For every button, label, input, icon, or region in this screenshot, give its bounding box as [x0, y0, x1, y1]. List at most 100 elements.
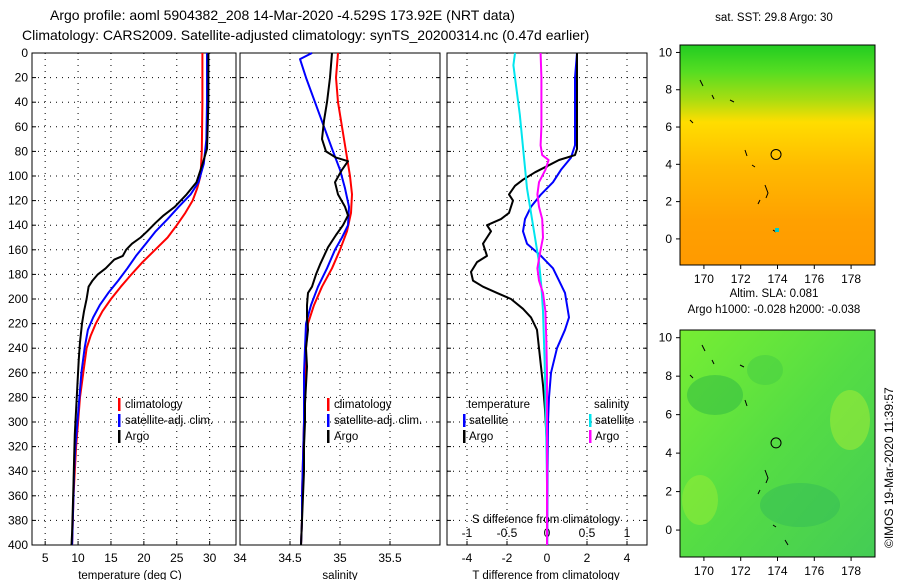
series-line-s-satellite	[512, 52, 548, 545]
x2-tick-label: 0.5	[579, 526, 596, 540]
salinity-xlabel: salinity	[322, 570, 357, 580]
legend-label-climatology: climatology	[334, 399, 392, 411]
x2-tick-label: -0.5	[497, 526, 518, 540]
x2-tick-label: -1	[462, 526, 473, 540]
y-tick-label: 320	[8, 440, 28, 454]
legend-swatch-s-argo	[589, 430, 592, 443]
sst-argo-location-marker	[770, 148, 782, 160]
series-line-s-argo	[536, 52, 550, 545]
map-x-tick-label: 178	[841, 272, 861, 286]
legend-label-satellite: satellite-adj. clim.	[125, 415, 213, 427]
y-tick-label: 0	[21, 46, 28, 60]
legend-swatch-s-satellite	[589, 414, 592, 427]
y-tick-label: 140	[8, 218, 28, 232]
y-tick-label: 300	[8, 415, 28, 429]
legend-swatch-satellite	[327, 414, 330, 427]
salinity-panel: salinity 34 34.5 35 35.5 climatology satell…	[233, 52, 441, 580]
y-tick-label: 380	[8, 513, 28, 527]
sla-blob	[830, 390, 870, 450]
map-x-tick-label: 172	[731, 272, 751, 286]
x-tick-label: 4	[624, 551, 631, 565]
legend-label-s-satellite: satellite	[595, 415, 634, 427]
temperature-panel: temperature (deg C) 0 20 40 60 80 100 120 140 16…	[8, 46, 237, 580]
legend-label-s-argo: Argo	[595, 431, 619, 443]
t-difference-xlabel: T difference from climatology	[472, 570, 619, 580]
sla-map-title-line2: Argo h1000: -0.028 h2000: -0.038	[688, 304, 861, 316]
salinity-legend: climatology satellite-adj. clim. Argo	[327, 398, 422, 443]
map-y-tick-label: 0	[665, 232, 672, 246]
legend-swatch-argo	[118, 430, 121, 443]
series-line-climatology	[300, 52, 353, 546]
legend-swatch-t-satellite	[463, 414, 466, 427]
sst-map: sat. SST: 29.8 Argo: 30 170 172 174 176 178 0…	[659, 12, 876, 286]
legend-label-satellite: satellite-adj. clim.	[334, 415, 422, 427]
temperature-legend: climatology satellite-adj. clim. Argo	[118, 398, 213, 443]
sla-blob	[687, 375, 743, 415]
legend-label-t-argo: Argo	[469, 431, 493, 443]
y-tick-label: 180	[8, 267, 28, 281]
map-x-tick-label: 172	[731, 564, 751, 578]
legend-label-t-satellite: satellite	[469, 415, 508, 427]
y-tick-label: 120	[8, 194, 28, 208]
map-y-tick-label: 2	[665, 195, 672, 209]
figure-title-line2: Climatology: CARS2009. Satellite-adjuste…	[22, 27, 589, 43]
map-y-tick-label: 2	[665, 485, 672, 499]
y-tick-label: 160	[8, 243, 28, 257]
y-tick-label: 60	[15, 120, 29, 134]
map-y-tick-label: 10	[659, 45, 673, 59]
legend-swatch-t-argo	[463, 430, 466, 443]
y-tick-label: 220	[8, 317, 28, 331]
map-y-tick-label: 0	[665, 523, 672, 537]
y-tick-label: 100	[8, 169, 28, 183]
x-tick-label: -4	[462, 551, 473, 565]
x-tick-label: 25	[170, 551, 184, 565]
y-tick-label: 400	[8, 538, 28, 552]
series-line-satellite-adj-clim-	[71, 53, 208, 546]
x-tick-label: 5	[42, 551, 49, 565]
x-tick-label: 34	[233, 551, 247, 565]
map-x-tick-label: 170	[694, 272, 714, 286]
sla-map-title-line1: Altim. SLA: 0.081	[730, 288, 819, 300]
sla-blob	[682, 475, 718, 525]
sla-argo-location-marker	[770, 437, 782, 449]
y-tick-label: 80	[15, 144, 29, 158]
map-x-tick-label: 174	[767, 272, 787, 286]
map-y-tick-label: 4	[665, 446, 672, 460]
sst-cyan-pixel	[775, 228, 779, 232]
map-y-tick-label: 10	[659, 331, 673, 345]
sla-coastline	[689, 344, 789, 546]
sst-coastline	[689, 79, 777, 233]
x-tick-label: -2	[502, 551, 513, 565]
difference-panel: T difference from climatology S differen…	[446, 52, 648, 580]
x-tick-label: 30	[203, 551, 217, 565]
series-line-t-satellite	[522, 52, 578, 546]
map-y-tick-label: 6	[665, 120, 672, 134]
difference-legend: temperature satellite Argo salinity sate…	[463, 399, 634, 443]
legend-label-argo: Argo	[334, 431, 358, 443]
map-y-tick-label: 4	[665, 157, 672, 171]
legend-label-argo: Argo	[125, 431, 149, 443]
y-tick-label: 360	[8, 489, 28, 503]
y-tick-label: 240	[8, 341, 28, 355]
legend-heading-salinity: salinity	[594, 399, 629, 411]
sla-map: Altim. SLA: 0.081 Argo h1000: -0.028 h20…	[659, 288, 876, 578]
y-tick-label: 20	[15, 71, 29, 85]
x-tick-label: 0	[544, 551, 551, 565]
y-tick-label: 260	[8, 366, 28, 380]
x-tick-label: 34.5	[278, 551, 302, 565]
y-tick-label: 200	[8, 292, 28, 306]
map-x-tick-label: 176	[804, 564, 824, 578]
x-tick-label: 35	[333, 551, 347, 565]
x-tick-label: 10	[71, 551, 85, 565]
map-y-tick-label: 6	[665, 408, 672, 422]
x-tick-label: 15	[104, 551, 118, 565]
legend-swatch-satellite	[118, 414, 121, 427]
x-tick-label: 35.5	[378, 551, 402, 565]
legend-swatch-climatology	[327, 398, 330, 411]
legend-heading-temperature: temperature	[468, 399, 530, 411]
sst-map-title: sat. SST: 29.8 Argo: 30	[715, 12, 833, 24]
legend-label-climatology: climatology	[125, 399, 183, 411]
sla-blob	[760, 483, 840, 527]
x-tick-label: 2	[584, 551, 591, 565]
